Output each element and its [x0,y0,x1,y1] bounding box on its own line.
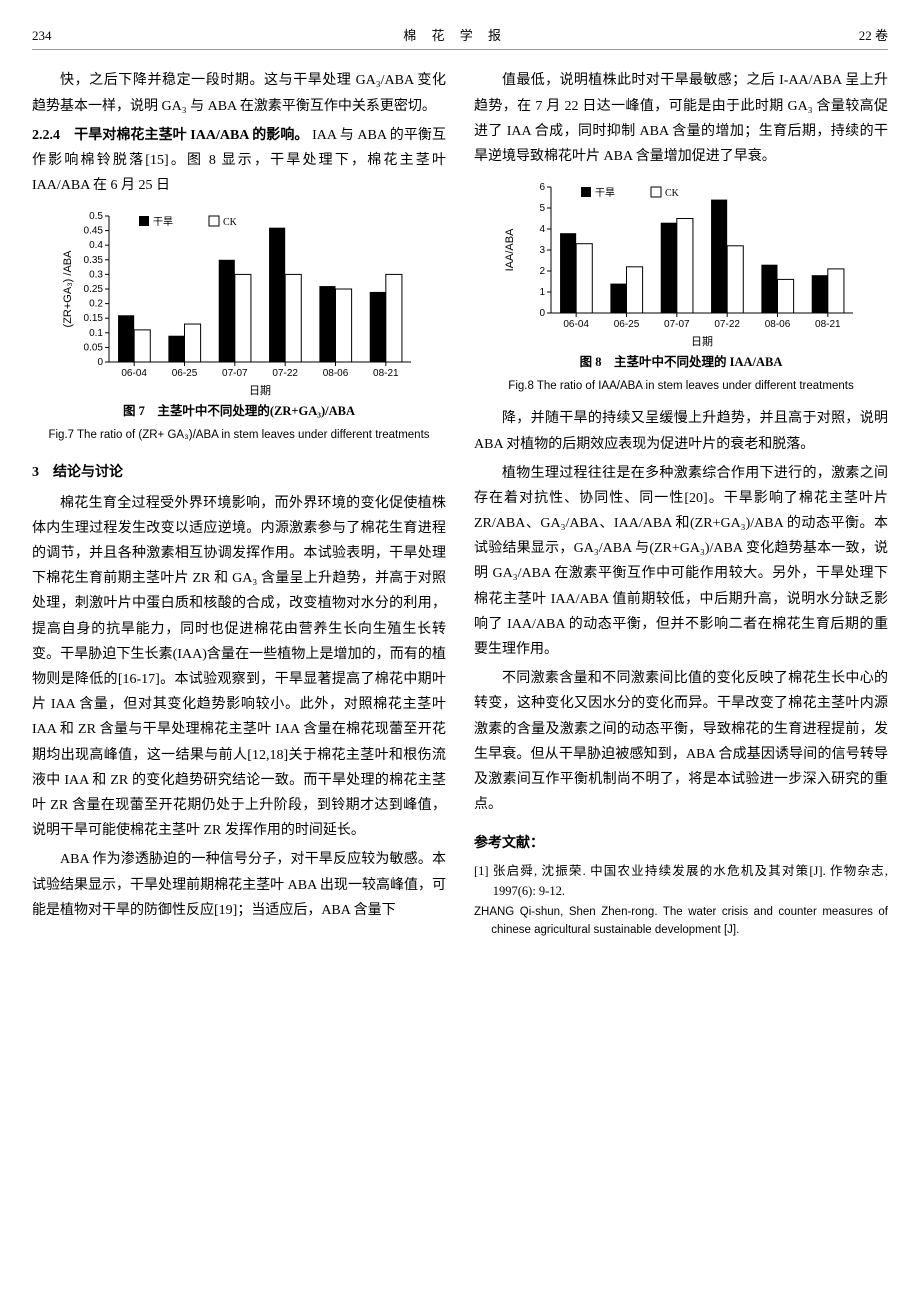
body-text: 棉花生育全过程受外界环境影响，而外界环境的变化促使植株体内生理过程发生改变以适应… [32,491,446,844]
page-number: 234 [32,24,52,47]
svg-text:08-21: 08-21 [373,368,399,379]
svg-text:06-25: 06-25 [172,368,198,379]
svg-text:0.35: 0.35 [84,255,104,266]
right-column: 值最低，说明植株此时对干旱最敏感；之后 I-AA/ABA 呈上升趋势，在 7 月… [474,68,888,941]
svg-text:06-25: 06-25 [614,319,640,330]
svg-text:0.45: 0.45 [84,226,104,237]
body-text: 快，之后下降并稳定一段时期。这与干旱处理 GA₃/ABA 变化趋势基本一样，说明… [32,68,446,118]
svg-text:0.3: 0.3 [89,270,103,281]
svg-text:IAA/ABA: IAA/ABA [504,228,516,271]
svg-text:CK: CK [223,217,238,228]
svg-text:0.4: 0.4 [89,241,103,252]
svg-text:0.5: 0.5 [89,211,103,222]
svg-text:干旱: 干旱 [153,216,173,228]
reference-item: [1] 张启舜, 沈振荣. 中国农业持续发展的水危机及其对策[J]. 作物杂志,… [474,861,888,901]
svg-text:4: 4 [539,224,545,235]
svg-text:2: 2 [539,266,545,277]
svg-text:3: 3 [539,245,545,256]
two-column-layout: 快，之后下降并稳定一段时期。这与干旱处理 GA₃/ABA 变化趋势基本一样，说明… [32,68,888,941]
svg-text:0.2: 0.2 [89,299,103,310]
svg-text:(ZR+GA₃) /ABA: (ZR+GA₃) /ABA [62,250,74,328]
references-heading: 参考文献： [474,831,888,856]
svg-text:08-21: 08-21 [815,319,841,330]
body-text: ABA 作为渗透胁迫的一种信号分子，对干旱反应较为敏感。本试验结果显示，干旱处理… [32,847,446,923]
bar-chart-svg: 0 1 2 3 4 5 6 06-04 06-25 07-07 07-22 08-06 08-21 日期 I… [501,177,861,347]
page-header: 234 棉 花 学 报 22 卷 [32,24,888,50]
svg-text:06-04: 06-04 [121,368,147,379]
figure-caption-en: Fig.8 The ratio of IAA/ABA in stem leave… [474,376,888,397]
reference-item-en: ZHANG Qi-shun, Shen Zhen-rong. The water… [474,903,888,940]
svg-text:日期: 日期 [249,384,271,396]
svg-text:08-06: 08-06 [765,319,791,330]
svg-text:07-07: 07-07 [664,319,690,330]
svg-text:07-07: 07-07 [222,368,248,379]
svg-text:07-22: 07-22 [714,319,740,330]
bar-chart-svg: 0 0.05 0.1 0.15 0.2 0.25 0.3 0.35 0.4 0.45 0.5 06-0… [59,206,419,396]
svg-text:0.25: 0.25 [84,284,104,295]
svg-text:0: 0 [97,357,103,368]
svg-text:0.1: 0.1 [89,328,103,339]
svg-text:0: 0 [539,308,545,319]
figure-8: 0 1 2 3 4 5 6 06-04 06-25 07-07 07-22 08-06 08-21 日期 I… [474,177,888,396]
figure-caption-cn: 图 7 主茎叶中不同处理的(ZR+GA₃)/ABA [32,400,446,423]
svg-text:08-06: 08-06 [323,368,349,379]
body-text: 不同激素含量和不同激素间比值的变化反映了棉花生长中心的转变，这种变化又因水分的变… [474,666,888,817]
svg-text:06-04: 06-04 [563,319,589,330]
body-text: 植物生理过程往往是在多种激素综合作用下进行的，激素之间存在着对抗性、协同性、同一… [474,461,888,663]
svg-text:0.05: 0.05 [84,343,104,354]
svg-text:1: 1 [539,287,545,298]
svg-text:6: 6 [539,182,545,193]
svg-text:干旱: 干旱 [595,187,615,199]
figure-7: 0 0.05 0.1 0.15 0.2 0.25 0.3 0.35 0.4 0.45 0.5 06-0… [32,206,446,445]
svg-text:07-22: 07-22 [272,368,298,379]
svg-text:CK: CK [665,188,680,199]
subsection-number: 2.2.4 干旱对棉花主茎叶 IAA/ABA 的影响。 [32,128,309,143]
figure-caption-en: Fig.7 The ratio of (ZR+ GA₃)/ABA in stem… [32,425,446,446]
svg-text:0.15: 0.15 [84,314,104,325]
svg-text:5: 5 [539,203,545,214]
subsection-2-2-4: 2.2.4 干旱对棉花主茎叶 IAA/ABA 的影响。 IAA 与 ABA 的平… [32,123,446,199]
body-text: 降，并随干旱的持续又呈缓慢上升趋势，并且高于对照，说明 ABA 对植物的后期效应… [474,406,888,456]
left-column: 快，之后下降并稳定一段时期。这与干旱处理 GA₃/ABA 变化趋势基本一样，说明… [32,68,446,941]
journal-title: 棉 花 学 报 [403,24,507,47]
body-text: 值最低，说明植株此时对干旱最敏感；之后 I-AA/ABA 呈上升趋势，在 7 月… [474,68,888,169]
svg-text:日期: 日期 [691,335,713,347]
volume: 22 卷 [859,24,888,47]
figure-caption-cn: 图 8 主茎叶中不同处理的 IAA/ABA [474,351,888,374]
section-3-heading: 3 结论与讨论 [32,460,446,485]
